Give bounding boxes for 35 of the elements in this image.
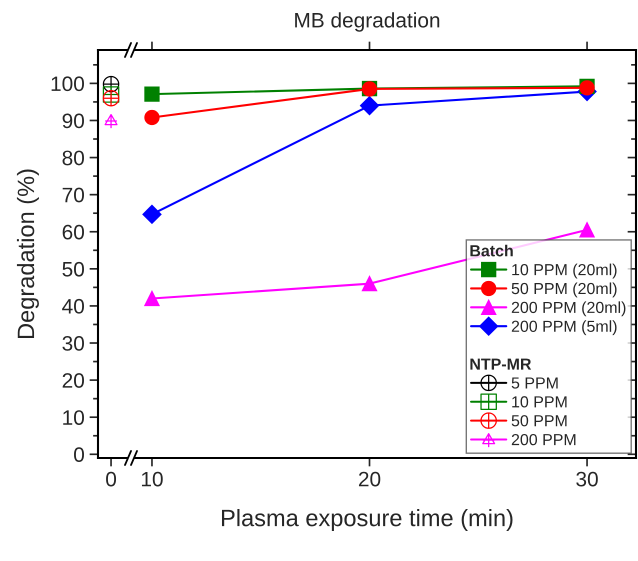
point	[144, 290, 160, 306]
legend-label: 10 PPM	[512, 396, 567, 408]
point	[144, 86, 160, 102]
legend-label: 200 PPM	[512, 434, 576, 446]
y-tick-label: 0	[74, 447, 84, 462]
legend-label: 5 PPM	[512, 377, 558, 389]
y-tick-label: 50	[62, 262, 84, 277]
y-tick-label: 70	[62, 188, 84, 202]
x-tick-label: 10	[142, 472, 163, 486]
legend-label: 10 PPM (20ml)	[512, 264, 617, 278]
legend-label: 200 PPM (20ml)	[512, 301, 626, 316]
x-tick-label: 0	[106, 472, 116, 486]
x-axis-title: Plasma exposure time (min)	[222, 508, 512, 532]
y-tick-label: 10	[63, 410, 84, 425]
legend-title: Batch	[470, 244, 513, 256]
legend-label: 200 PPM (5ml)	[512, 320, 617, 336]
point	[579, 222, 595, 238]
point	[142, 204, 162, 224]
y-tick-label: 90	[62, 113, 84, 128]
x-tick-label: 20	[358, 472, 380, 486]
y-tick-label: 60	[62, 224, 84, 240]
y-tick-label: 80	[62, 150, 84, 166]
y-tick-label: 100	[52, 76, 84, 92]
y-axis-title: Degradation (%)	[16, 170, 39, 338]
x-tick-label: 30	[576, 472, 598, 486]
point	[360, 96, 380, 116]
y-tick-label: 40	[62, 298, 84, 314]
legend-label: 50 PPM	[512, 415, 567, 426]
point	[362, 276, 378, 292]
legend-title: NTP-MR	[470, 358, 532, 370]
chart-title: MB degradation	[295, 12, 440, 32]
y-tick-label: 20	[62, 373, 84, 388]
legend-label: 50 PPM (20ml)	[512, 282, 617, 298]
y-tick-label: 30	[62, 336, 84, 351]
point	[144, 110, 160, 126]
